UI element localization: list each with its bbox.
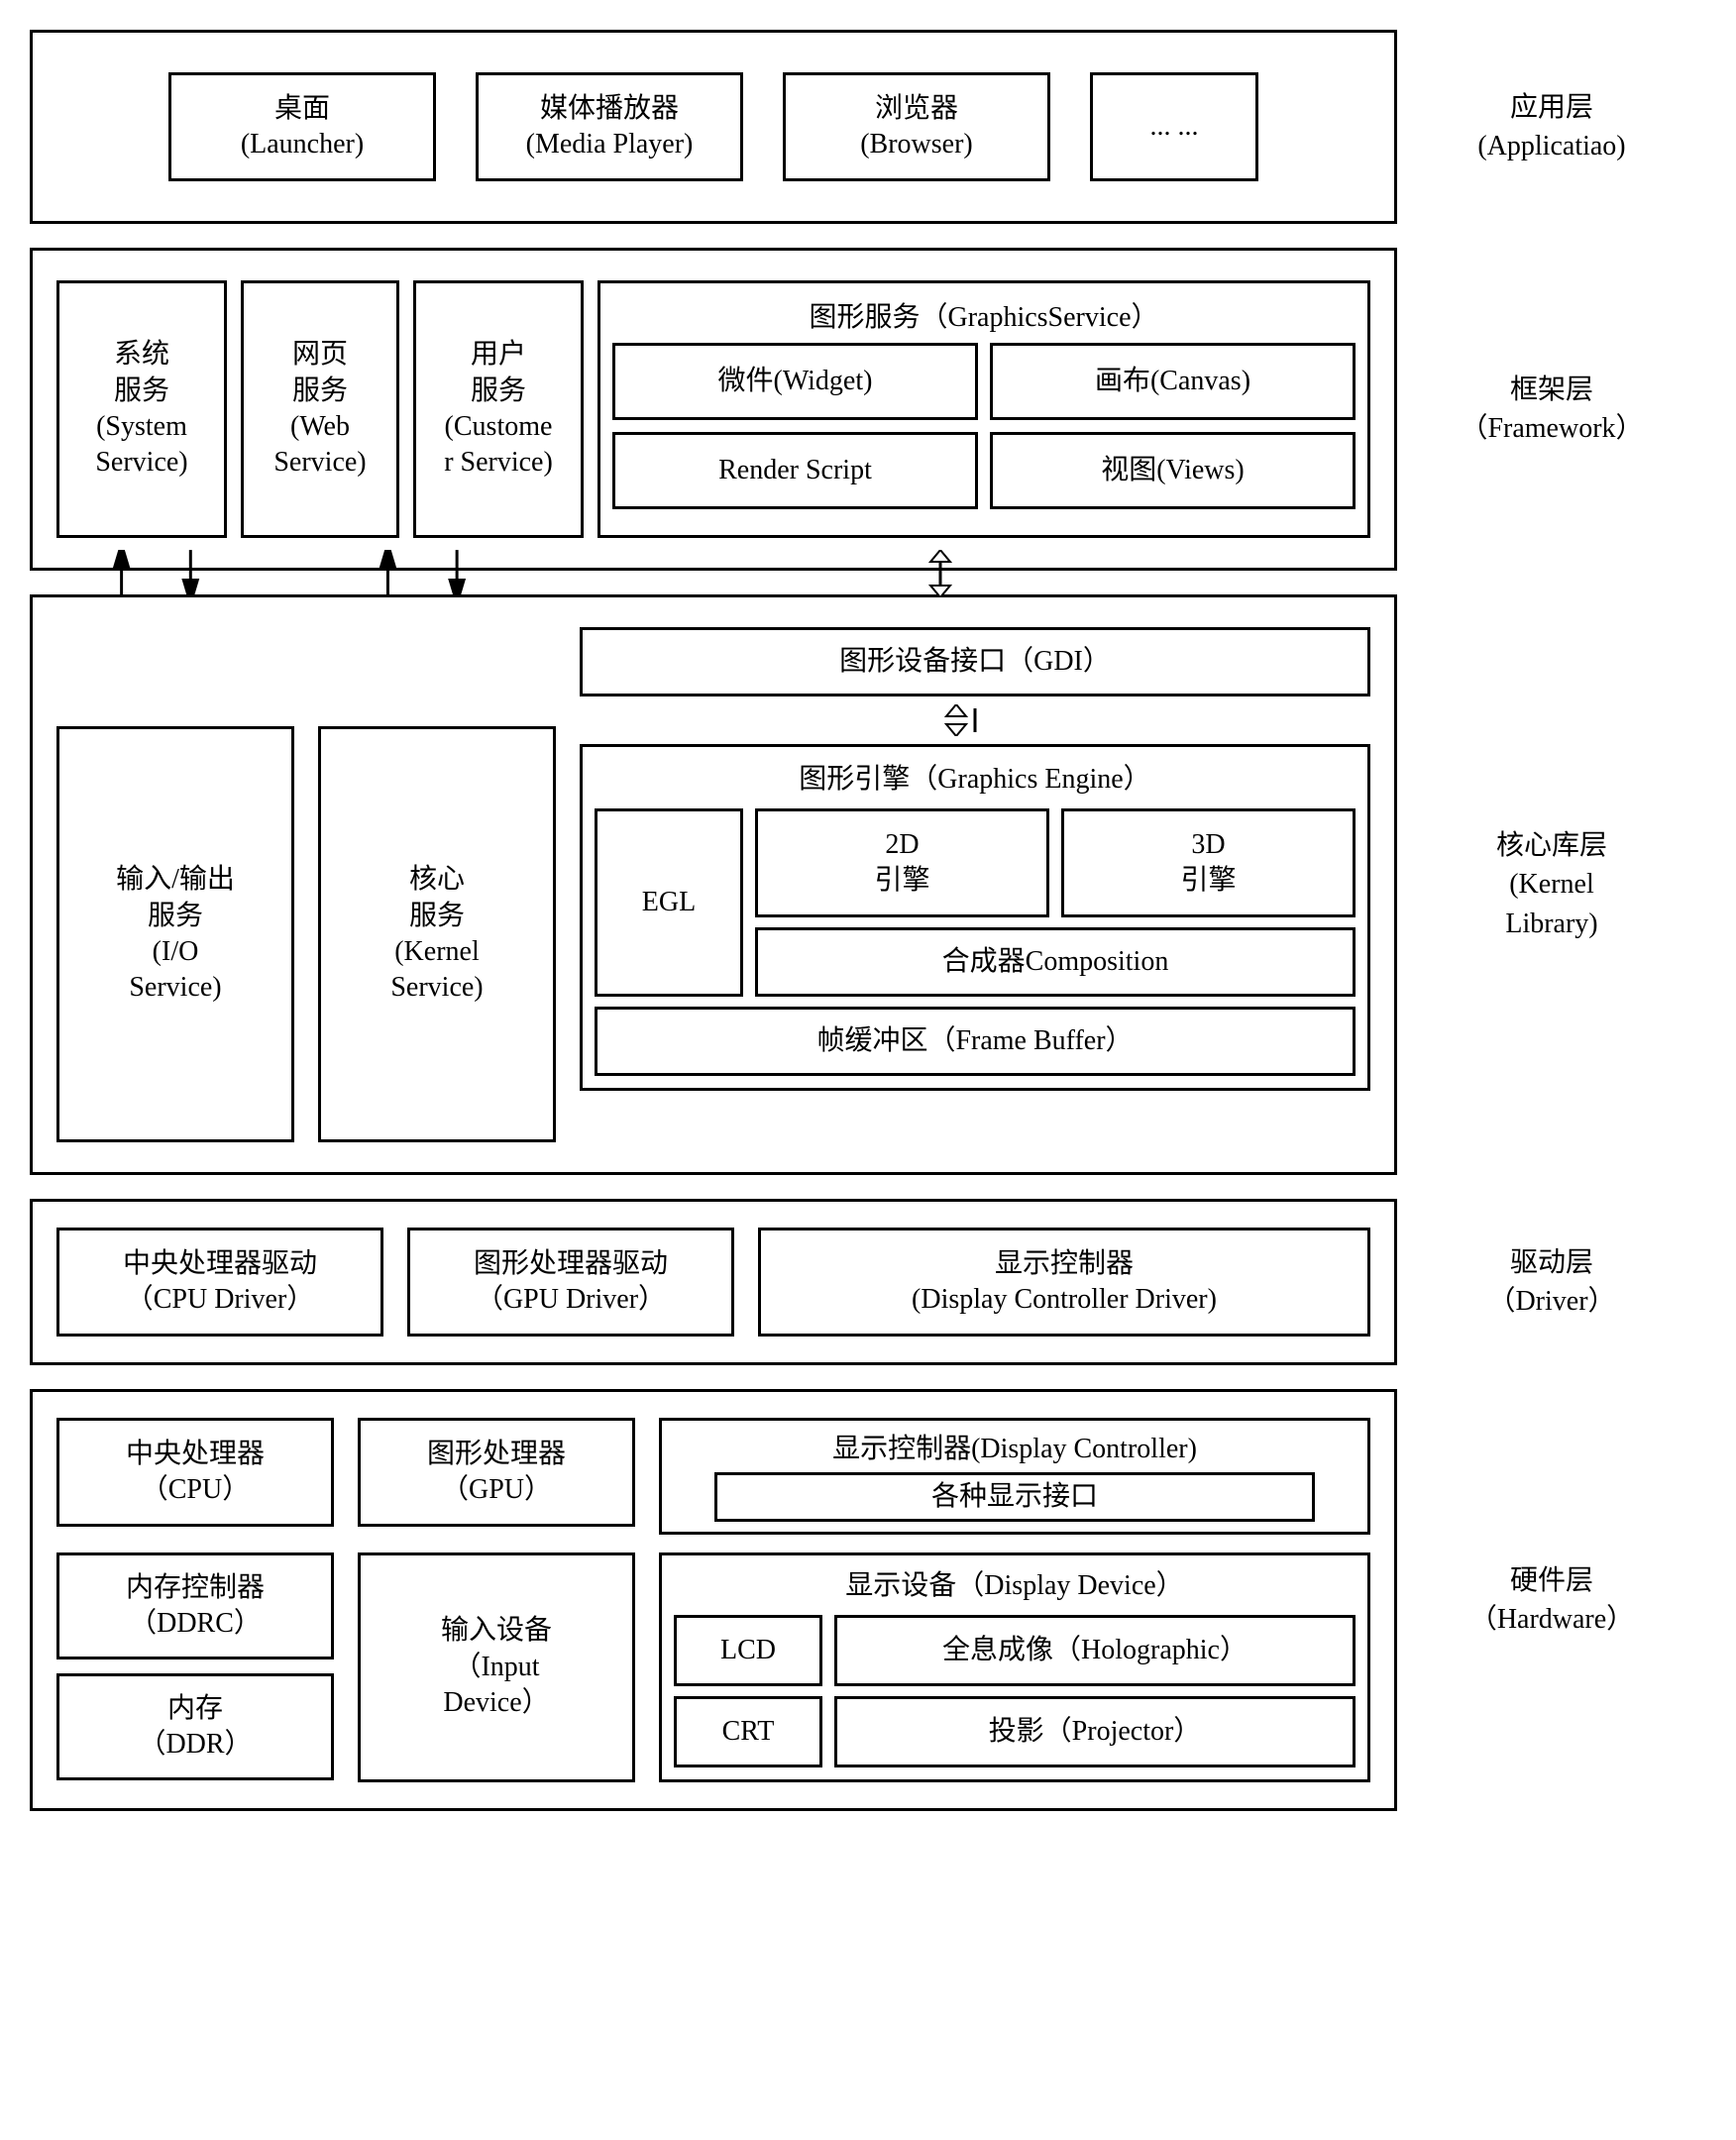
- label-en: (Kernel Library): [1417, 865, 1686, 942]
- kernel-library-label: 核心库层 (Kernel Library): [1417, 826, 1686, 943]
- box-customer-service: 用户 服务 (Custome r Service): [413, 280, 584, 538]
- label-cn: 硬件层: [1417, 1561, 1686, 1600]
- box-holographic: 全息成像（Holographic）: [834, 1615, 1356, 1686]
- box-egl: EGL: [595, 808, 743, 997]
- box-composition: 合成器Composition: [755, 927, 1356, 997]
- graphics-service-title: 图形服务（GraphicsService）: [612, 291, 1356, 343]
- driver-row: 中央处理器驱动 （CPU Driver） 图形处理器驱动 （GPU Driver…: [30, 1199, 1706, 1365]
- label-cn: 框架层: [1417, 371, 1686, 409]
- kernel-library-row: 输入/输出 服务 (I/O Service) 核心 服务 (Kernel Ser…: [30, 594, 1706, 1175]
- label-cn: 驱动层: [1417, 1243, 1686, 1282]
- display-device-title: 显示设备（Display Device）: [674, 1561, 1356, 1605]
- box-launcher: 桌面 (Launcher): [168, 72, 436, 181]
- label-en: (Applicatiao): [1417, 127, 1686, 165]
- box-system-service: 系统 服务 (System Service): [56, 280, 227, 538]
- box-ddrc: 内存控制器 （DDRC）: [56, 1552, 334, 1659]
- label-cn: 核心库层: [1417, 826, 1686, 865]
- box-lcd: LCD: [674, 1615, 822, 1686]
- box-3d-engine: 3D 引擎: [1061, 808, 1356, 917]
- label-en: （Driver）: [1417, 1282, 1686, 1321]
- hardware-row: 中央处理器 （CPU） 图形处理器 （GPU） 显示控制器(Display Co…: [30, 1389, 1706, 1811]
- box-canvas: 画布(Canvas): [990, 343, 1356, 420]
- box-media-player: 媒体播放器 (Media Player): [476, 72, 743, 181]
- display-device: 显示设备（Display Device） LCD 全息成像（Holographi…: [659, 1552, 1370, 1782]
- box-cpu-driver: 中央处理器驱动 （CPU Driver）: [56, 1228, 383, 1337]
- box-crt: CRT: [674, 1696, 822, 1767]
- box-widget: 微件(Widget): [612, 343, 978, 420]
- graphics-service: 图形服务（GraphicsService） 微件(Widget) 画布(Canv…: [597, 280, 1370, 538]
- box-input-device: 输入设备 （Input Device）: [358, 1552, 635, 1782]
- box-gdi: 图形设备接口（GDI）: [580, 627, 1370, 696]
- box-ddr: 内存 （DDR）: [56, 1673, 334, 1780]
- display-controller: 显示控制器(Display Controller) 各种显示接口: [659, 1418, 1370, 1535]
- label-en: （Framework）: [1417, 409, 1686, 448]
- application-layer: 桌面 (Launcher) 媒体播放器 (Media Player) 浏览器 (…: [30, 30, 1397, 224]
- display-controller-title: 显示控制器(Display Controller): [832, 1427, 1197, 1466]
- box-web-service: 网页 服务 (Web Service): [241, 280, 399, 538]
- box-render-script: Render Script: [612, 432, 978, 509]
- label-cn: 应用层: [1417, 88, 1686, 127]
- box-io-service: 输入/输出 服务 (I/O Service): [56, 726, 294, 1142]
- box-gpu: 图形处理器 （GPU）: [358, 1418, 635, 1527]
- driver-layer: 中央处理器驱动 （CPU Driver） 图形处理器驱动 （GPU Driver…: [30, 1199, 1397, 1365]
- box-display-controller-driver: 显示控制器 (Display Controller Driver): [758, 1228, 1370, 1337]
- box-etc: ... ...: [1090, 72, 1258, 181]
- hardware-label: 硬件层 （Hardware）: [1417, 1561, 1686, 1639]
- label-en: （Hardware）: [1417, 1600, 1686, 1639]
- gdi-engine-arrow: [580, 704, 1370, 736]
- graphics-engine: 图形引擎（Graphics Engine） EGL 2D 引擎 3D 引擎 合成…: [580, 744, 1370, 1091]
- hardware-layer: 中央处理器 （CPU） 图形处理器 （GPU） 显示控制器(Display Co…: [30, 1389, 1397, 1811]
- driver-label: 驱动层 （Driver）: [1417, 1243, 1686, 1321]
- architecture-diagram: 桌面 (Launcher) 媒体播放器 (Media Player) 浏览器 (…: [30, 30, 1706, 1811]
- framework-label: 框架层 （Framework）: [1417, 371, 1686, 448]
- box-kernel-service: 核心 服务 (Kernel Service): [318, 726, 556, 1142]
- framework-layer: 系统 服务 (System Service) 网页 服务 (Web Servic…: [30, 248, 1397, 571]
- framework-row: 系统 服务 (System Service) 网页 服务 (Web Servic…: [30, 248, 1706, 571]
- box-cpu: 中央处理器 （CPU）: [56, 1418, 334, 1527]
- box-display-interfaces: 各种显示接口: [714, 1472, 1314, 1522]
- box-views: 视图(Views): [990, 432, 1356, 509]
- box-projector: 投影（Projector）: [834, 1696, 1356, 1767]
- kernel-library-layer: 输入/输出 服务 (I/O Service) 核心 服务 (Kernel Ser…: [30, 594, 1397, 1175]
- box-gpu-driver: 图形处理器驱动 （GPU Driver）: [407, 1228, 734, 1337]
- application-row: 桌面 (Launcher) 媒体播放器 (Media Player) 浏览器 (…: [30, 30, 1706, 224]
- graphics-engine-title: 图形引擎（Graphics Engine）: [595, 755, 1356, 799]
- box-2d-engine: 2D 引擎: [755, 808, 1049, 917]
- application-label: 应用层 (Applicatiao): [1417, 88, 1686, 165]
- box-browser: 浏览器 (Browser): [783, 72, 1050, 181]
- box-frame-buffer: 帧缓冲区（Frame Buffer）: [595, 1007, 1356, 1076]
